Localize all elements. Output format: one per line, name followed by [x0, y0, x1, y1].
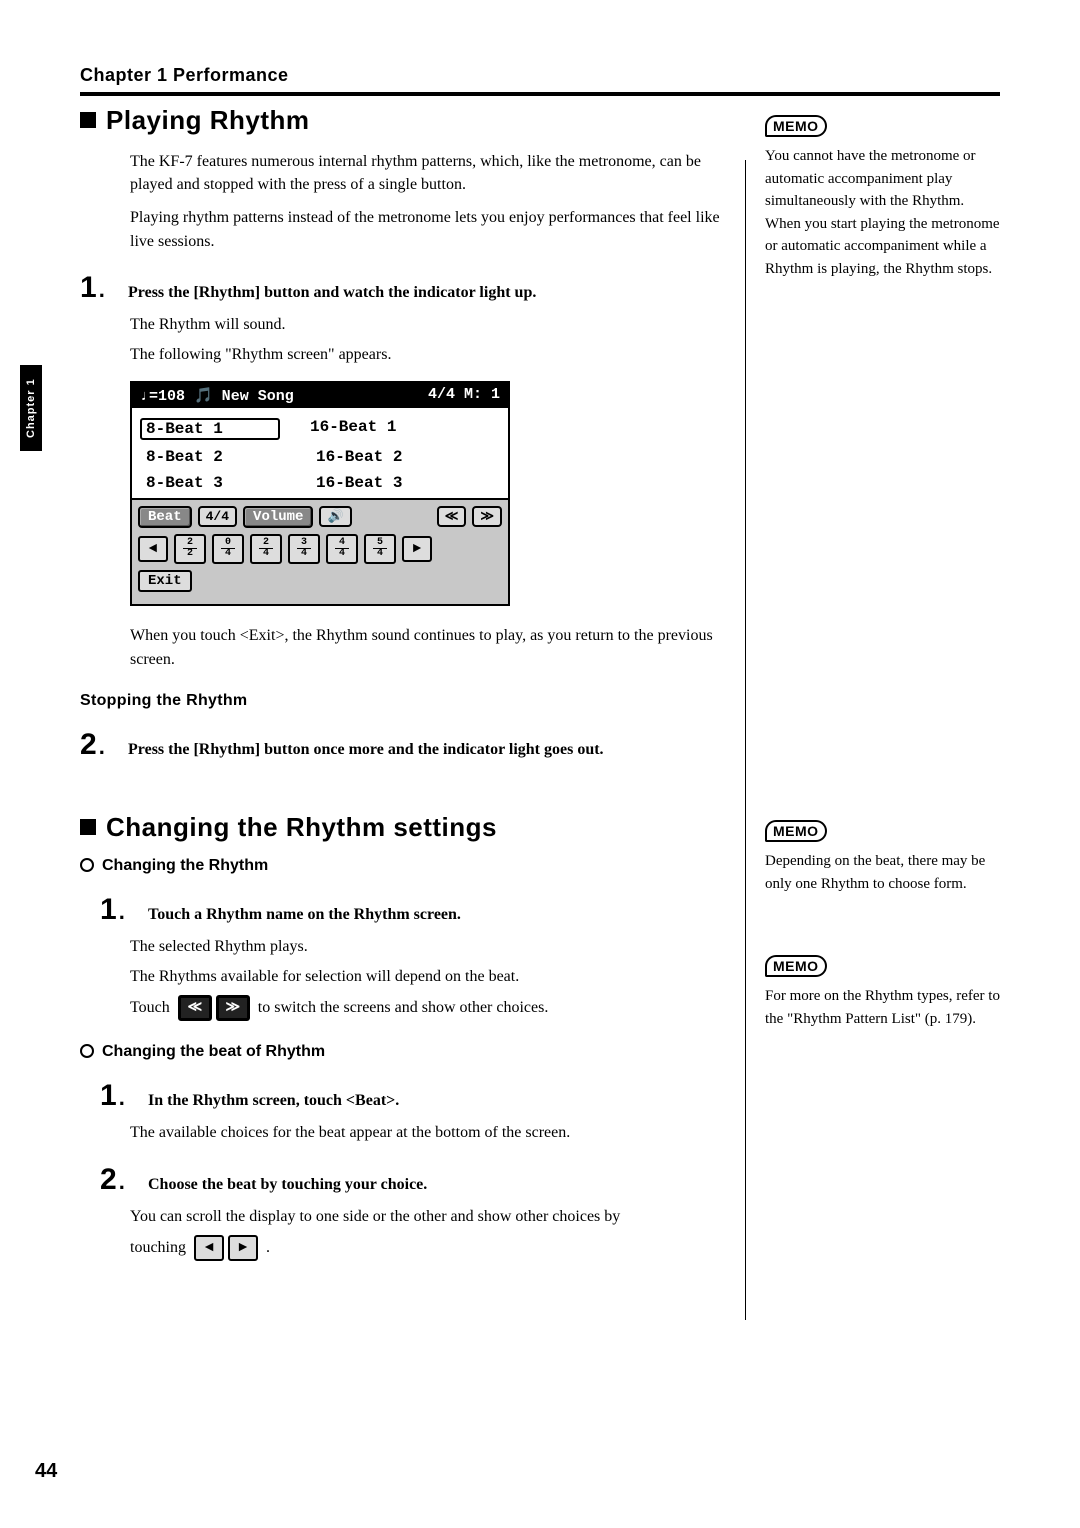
side-column: MEMO You cannot have the metronome or au…: [765, 105, 1000, 1070]
time-sig-button[interactable]: 22: [174, 534, 206, 564]
sub-section-changing-rhythm: Changing the Rhythm: [80, 857, 720, 875]
section-title-changing-settings: Changing the Rhythm settings: [80, 812, 720, 843]
chapter-header: Chapter 1 Performance: [80, 65, 1000, 86]
body-para: The Rhythm will sound.: [130, 313, 720, 337]
page-number: 44: [35, 1460, 57, 1483]
touch-suffix-text: to switch the screens and show other cho…: [258, 999, 549, 1017]
rhythm-list: 8-Beat 1 16-Beat 1 8-Beat 2 16-Beat 2 8-…: [132, 408, 508, 498]
step-instruction: Press the [Rhythm] button and watch the …: [128, 284, 720, 302]
scroll-left-button[interactable]: ◄: [138, 536, 168, 562]
step-instruction: Touch a Rhythm name on the Rhythm screen…: [148, 906, 720, 924]
rhythm-screen: ♩=108 🎵 New Song 4/4 M: 1 8-Beat 1 16-Be…: [130, 381, 510, 606]
rhythm-cell[interactable]: 16-Beat 2: [316, 448, 456, 466]
rhythm-cell[interactable]: 8-Beat 2: [146, 448, 286, 466]
step-number: 1.: [100, 1079, 148, 1113]
scroll-right-button[interactable]: ►: [402, 536, 432, 562]
memo-text: For more on the Rhythm types, refer to t…: [765, 985, 1000, 1030]
volume-indicator-icon: 🔊: [319, 506, 351, 527]
memo-text: Depending on the beat, there may be only…: [765, 850, 1000, 895]
body-para: You can scroll the display to one side o…: [130, 1205, 720, 1229]
vertical-divider: [745, 160, 746, 1320]
step-number: 1.: [100, 893, 148, 927]
step-number: 2.: [80, 728, 128, 762]
touch-prefix-text: Touch: [130, 999, 170, 1017]
time-sig-button[interactable]: 34: [288, 534, 320, 564]
time-sig-button[interactable]: 44: [326, 534, 358, 564]
beat-button[interactable]: Beat: [138, 506, 192, 528]
body-para: The selected Rhythm plays.: [130, 935, 720, 959]
memo-text: You cannot have the metronome or automat…: [765, 145, 1000, 280]
touch-instruction: Touch ≪ ≫ to switch the screens and show…: [130, 995, 720, 1021]
circle-marker-icon: [80, 858, 94, 872]
screen-controls: Beat 4/4 Volume 🔊 ≪ ≫ ◄ 22 04 24 34: [132, 498, 508, 604]
rhythm-row[interactable]: 8-Beat 3 16-Beat 3: [138, 470, 502, 496]
step-instruction: In the Rhythm screen, touch <Beat>.: [148, 1092, 720, 1110]
step-1: 1. In the Rhythm screen, touch <Beat>.: [100, 1079, 720, 1113]
rhythm-cell[interactable]: 16-Beat 1: [310, 418, 450, 440]
touching-text: touching: [130, 1239, 186, 1257]
body-para: The Rhythms available for selection will…: [130, 965, 720, 989]
memo-block: MEMO For more on the Rhythm types, refer…: [765, 955, 1000, 1030]
rhythm-cell[interactable]: 16-Beat 3: [316, 474, 456, 492]
step-instruction: Choose the beat by touching your choice.: [148, 1176, 720, 1194]
rhythm-cell[interactable]: 8-Beat 1: [140, 418, 280, 440]
square-bullet-icon: [80, 112, 96, 128]
exit-button[interactable]: Exit: [138, 570, 192, 592]
memo-icon: MEMO: [765, 955, 827, 977]
step-number: 1.: [80, 271, 128, 305]
step-2: 2. Choose the beat by touching your choi…: [100, 1163, 720, 1197]
page-prev-icon: ≪: [178, 995, 212, 1021]
arrow-left-icon: ◄: [194, 1235, 224, 1261]
rhythm-row[interactable]: 8-Beat 1 16-Beat 1: [138, 414, 502, 444]
step-2: 2. Press the [Rhythm] button once more a…: [80, 728, 720, 762]
memo-block: MEMO Depending on the beat, there may be…: [765, 820, 1000, 895]
memo-icon: MEMO: [765, 115, 827, 137]
sub-section-changing-beat: Changing the beat of Rhythm: [80, 1043, 720, 1061]
beat-value: 4/4: [198, 506, 237, 527]
subheading-stopping: Stopping the Rhythm: [80, 692, 720, 710]
side-tab: Chapter 1: [20, 365, 42, 451]
section-title-playing-rhythm: Playing Rhythm: [80, 105, 720, 136]
rhythm-row[interactable]: 8-Beat 2 16-Beat 2: [138, 444, 502, 470]
body-para: When you touch <Exit>, the Rhythm sound …: [130, 624, 720, 672]
square-bullet-icon: [80, 819, 96, 835]
screen-title-right: 4/4 M: 1: [428, 386, 500, 405]
step-1: 1. Touch a Rhythm name on the Rhythm scr…: [100, 893, 720, 927]
screen-titlebar: ♩=108 🎵 New Song 4/4 M: 1: [132, 383, 508, 408]
time-sig-button[interactable]: 54: [364, 534, 396, 564]
screen-title-left: ♩=108 🎵 New Song: [140, 386, 294, 405]
body-para: Playing rhythm patterns instead of the m…: [130, 206, 720, 252]
period: .: [266, 1239, 270, 1257]
body-para: The KF-7 features numerous internal rhyt…: [130, 150, 720, 196]
body-para: The following "Rhythm screen" appears.: [130, 343, 720, 367]
section-title-text: Changing the Rhythm settings: [106, 812, 497, 842]
volume-button[interactable]: Volume: [243, 506, 313, 528]
circle-marker-icon: [80, 1044, 94, 1058]
header-rule: [80, 92, 1000, 96]
step-1: 1. Press the [Rhythm] button and watch t…: [80, 271, 720, 305]
time-sig-button[interactable]: 04: [212, 534, 244, 564]
body-para: The available choices for the beat appea…: [130, 1121, 720, 1145]
section-title-text: Playing Rhythm: [106, 105, 309, 135]
time-sig-button[interactable]: 24: [250, 534, 282, 564]
arrow-right-icon: ►: [228, 1235, 258, 1261]
page-prev-button[interactable]: ≪: [437, 506, 467, 527]
step-instruction: Press the [Rhythm] button once more and …: [128, 741, 720, 759]
rhythm-cell[interactable]: 8-Beat 3: [146, 474, 286, 492]
memo-icon: MEMO: [765, 820, 827, 842]
main-column: Playing Rhythm The KF-7 features numerou…: [80, 105, 720, 1267]
step-number: 2.: [100, 1163, 148, 1197]
memo-block: MEMO You cannot have the metronome or au…: [765, 115, 1000, 280]
page-next-icon: ≫: [216, 995, 250, 1021]
touching-instruction: touching ◄ ► .: [130, 1235, 720, 1261]
page-next-button[interactable]: ≫: [472, 506, 502, 527]
